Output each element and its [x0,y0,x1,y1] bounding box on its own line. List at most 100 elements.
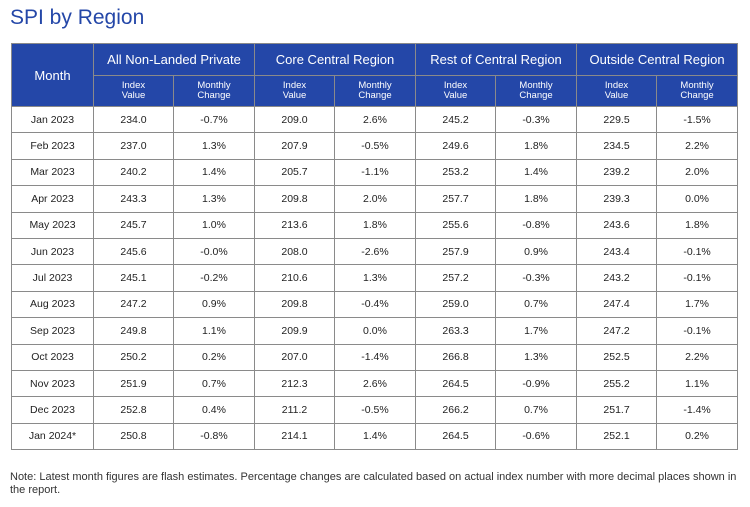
month-cell: May 2023 [11,211,94,239]
table-row: Jan 2024* 250.8 -0.8% 214.1 1.4% 264.5 -0.6% 25… [11,422,739,451]
monthly-change-cell: 2.2% [656,132,739,160]
monthly-change-header: Monthly Change [656,75,739,107]
monthly-change-cell: -2.6% [334,237,417,266]
index-value-cell: 240.2 [93,158,174,187]
index-value-cell: 255.2 [576,369,658,398]
index-value-cell: 247.2 [576,317,658,345]
table-row: Apr 2023 243.3 1.3% 209.8 2.0% 257.7 1.8% 239.3… [11,185,739,213]
monthly-change-cell: 0.7% [495,290,578,319]
footnote: Note: Latest month figures are flash est… [10,471,737,496]
index-value-cell: 211.2 [254,396,336,424]
monthly-change-cell: 1.4% [495,158,578,187]
sub-header-line: Value [443,90,468,101]
index-value-header: Index Value [93,75,174,107]
index-value-cell: 205.7 [254,158,336,187]
monthly-change-cell: 0.2% [656,422,739,451]
index-value-cell: 214.1 [254,422,336,451]
index-value-cell: 257.7 [415,185,497,213]
index-value-header: Index Value [415,75,497,107]
index-value-cell: 243.3 [93,185,174,213]
index-value-cell: 209.0 [254,105,336,134]
monthly-change-cell: -0.8% [495,211,578,239]
monthly-change-cell: -1.4% [656,396,739,424]
monthly-change-cell: 1.7% [495,317,578,345]
index-value-cell: 249.6 [415,132,497,160]
index-value-cell: 257.9 [415,237,497,266]
monthly-change-cell: -0.5% [334,132,417,160]
monthly-change-cell: -0.1% [656,264,739,292]
index-value-cell: 234.5 [576,132,658,160]
index-value-header: Index Value [254,75,336,107]
monthly-change-cell: -0.9% [495,369,578,398]
page-title: SPI by Region [10,6,145,29]
monthly-change-cell: -1.4% [334,343,417,371]
index-value-cell: 249.8 [93,317,174,345]
monthly-change-cell: -0.5% [334,396,417,424]
monthly-change-cell: 1.8% [495,185,578,213]
monthly-change-cell: 1.3% [495,343,578,371]
sub-header-line: Value [604,90,629,101]
index-value-cell: 208.0 [254,237,336,266]
index-value-cell: 252.5 [576,343,658,371]
monthly-change-cell: 0.2% [172,343,256,371]
monthly-change-cell: 1.8% [495,132,578,160]
index-value-cell: 207.9 [254,132,336,160]
monthly-change-cell: -0.6% [495,422,578,451]
sub-header-line: Index [604,80,629,91]
index-value-cell: 234.0 [93,105,174,134]
month-cell: Apr 2023 [11,185,94,213]
index-value-cell: 252.1 [576,422,658,451]
monthly-change-cell: 1.4% [172,158,256,187]
index-value-cell: 243.6 [576,211,658,239]
index-value-cell: 251.9 [93,369,174,398]
sub-header-line: Change [358,90,392,101]
index-value-header: Index Value [576,75,658,107]
index-value-cell: 245.1 [93,264,174,292]
month-header: Month [11,43,94,107]
month-cell: Jun 2023 [11,237,94,266]
index-value-cell: 263.3 [415,317,497,345]
table-row: Dec 2023 252.8 0.4% 211.2 -0.5% 266.2 0.7% 251.… [11,396,739,424]
monthly-change-cell: 1.0% [172,211,256,239]
index-value-cell: 259.0 [415,290,497,319]
table-row: Feb 2023 237.0 1.3% 207.9 -0.5% 249.6 1.8% 234.… [11,132,739,160]
index-value-cell: 245.7 [93,211,174,239]
sub-header-line: Value [121,90,146,101]
monthly-change-cell: -0.3% [495,105,578,134]
monthly-change-cell: -0.1% [656,317,739,345]
index-value-cell: 243.2 [576,264,658,292]
index-value-cell: 243.4 [576,237,658,266]
group-header: Rest of Central Region [415,43,578,76]
index-value-cell: 237.0 [93,132,174,160]
monthly-change-cell: 2.2% [656,343,739,371]
monthly-change-cell: -1.5% [656,105,739,134]
index-value-cell: 250.8 [93,422,174,451]
month-cell: Feb 2023 [11,132,94,160]
month-cell: Jul 2023 [11,264,94,292]
sub-header-line: Index [121,80,146,91]
table-row: Sep 2023 249.8 1.1% 209.9 0.0% 263.3 1.7% 247.2… [11,317,739,345]
monthly-change-cell: 1.4% [334,422,417,451]
monthly-change-cell: 1.1% [172,317,256,345]
sub-header-line: Monthly [358,80,392,91]
index-value-cell: 212.3 [254,369,336,398]
monthly-change-cell: 2.6% [334,369,417,398]
monthly-change-cell: 1.7% [656,290,739,319]
index-value-cell: 209.9 [254,317,336,345]
index-value-cell: 209.8 [254,185,336,213]
monthly-change-cell: 0.9% [495,237,578,266]
sub-header-line: Index [282,80,307,91]
monthly-change-cell: 0.0% [656,185,739,213]
monthly-change-cell: -0.1% [656,237,739,266]
index-value-cell: 252.8 [93,396,174,424]
sub-header-line: Index [443,80,468,91]
index-value-cell: 264.5 [415,422,497,451]
sub-header-line: Monthly [680,80,714,91]
index-value-cell: 255.6 [415,211,497,239]
sub-header-line: Monthly [519,80,553,91]
monthly-change-cell: -0.8% [172,422,256,451]
monthly-change-header: Monthly Change [334,75,417,107]
sub-header-line: Monthly [197,80,231,91]
month-cell: Nov 2023 [11,369,94,398]
index-value-cell: 213.6 [254,211,336,239]
